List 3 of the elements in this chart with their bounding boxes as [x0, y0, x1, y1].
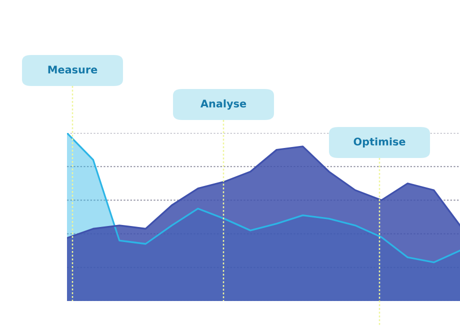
text: Analyse	[200, 99, 246, 110]
annotation: Optimise	[354, 137, 406, 148]
text: Measure	[48, 66, 98, 74]
